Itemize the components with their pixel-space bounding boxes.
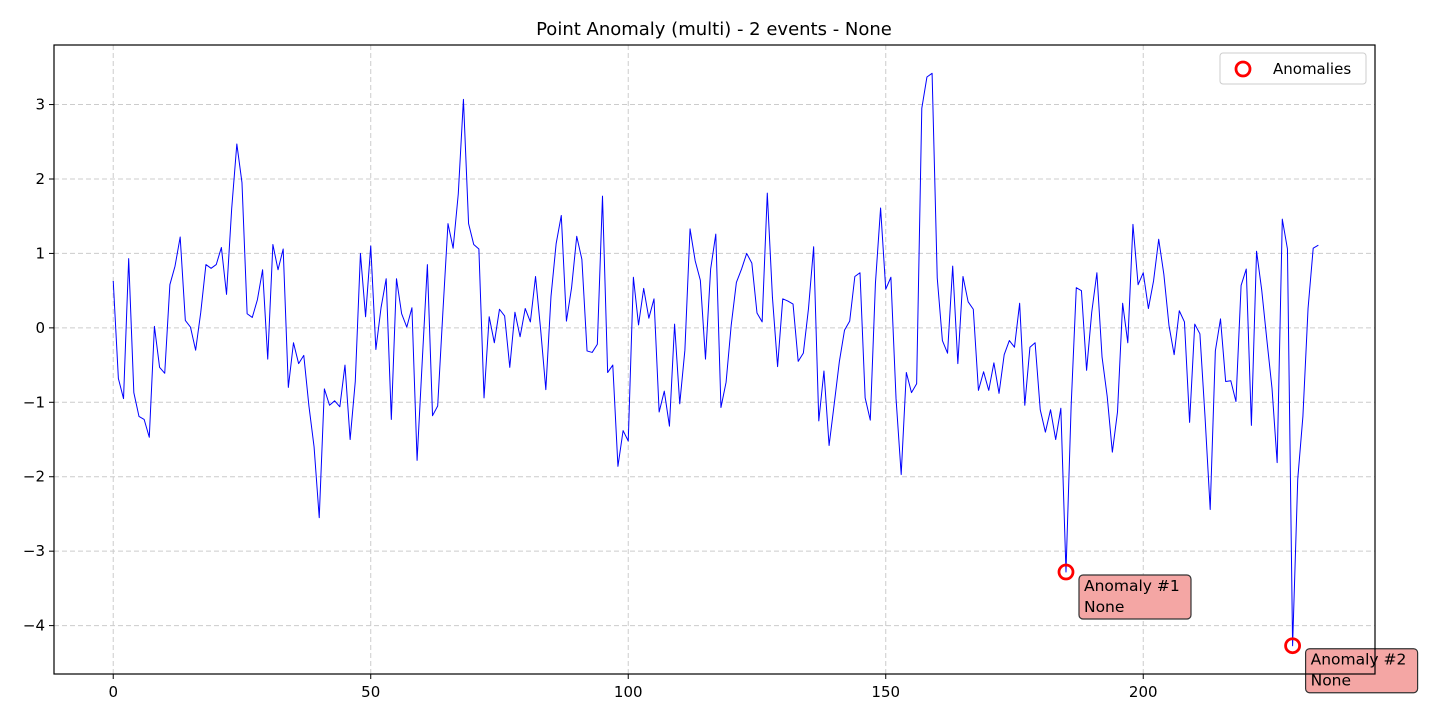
y-tick-label: −4 [23,617,45,635]
legend: Anomalies [1219,52,1367,85]
y-tick-label: 0 [35,319,45,337]
chart-title: Point Anomaly (multi) - 2 events - None [536,19,892,40]
y-tick-label: 1 [35,244,45,262]
y-tick-label: −3 [23,542,45,560]
x-tick-label: 50 [361,683,380,701]
annotation-value: None [1311,672,1351,690]
x-tick-label: 150 [871,683,900,701]
x-tick-label: 0 [108,683,118,701]
anomaly-annotation: Anomaly #1 None [1078,574,1192,620]
annotation-box [1304,648,1419,694]
x-tick-label: 100 [614,683,643,701]
x-tick-label: 200 [1129,683,1158,701]
plot-frame [53,44,1376,675]
series-line [112,72,1319,647]
anomaly-marker [1057,563,1075,581]
annotation-title: Anomaly #1 [1084,577,1180,595]
y-tick-label: 3 [35,96,45,114]
y-tick-label: 2 [35,170,45,188]
anomaly-marker [1284,637,1301,655]
y-tick-label: −1 [23,393,45,411]
annotation-title: Anomaly #2 [1311,651,1407,669]
anomaly-layer: Anomaly #1 None Anomaly #2 None [1057,563,1419,694]
annotation-box [1078,574,1192,620]
anomaly-annotation: Anomaly #2 None [1304,648,1419,694]
legend-label: Anomalies [1273,60,1351,78]
legend-anomaly-marker-icon [1234,60,1252,78]
legend-box [1219,52,1367,85]
tick-layer: 0 50 100 150 200 −4 −3 −2 −1 0 1 2 3 [23,96,1158,701]
series-layer [112,72,1319,647]
y-tick-label: −2 [23,468,45,486]
annotation-value: None [1084,598,1124,616]
grid-layer [54,45,1375,674]
